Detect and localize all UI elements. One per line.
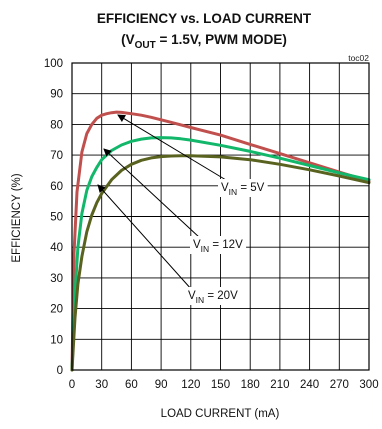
series-label: VIN = 20V [188,290,238,305]
x-tick-label: 270 [330,379,349,391]
y-tick-label: 70 [50,150,63,162]
annotation-arrow [97,184,193,291]
annotation-arrow [103,148,201,239]
x-tick-label: 150 [211,379,230,391]
x-tick-label: 0 [69,379,75,391]
figure-tag: toc02 [348,53,369,63]
x-tick-label: 180 [241,379,260,391]
annotation-background [185,287,242,305]
y-tick-label: 90 [50,89,63,101]
y-tick-label: 20 [50,304,63,316]
annotation-background [218,179,268,197]
y-tick-label: 100 [44,58,63,70]
annotation-background [190,236,247,254]
x-tick-label: 240 [300,379,319,391]
x-tick-labels: 0 30 60 90 120 150 180 210 240 270 300 [69,379,379,391]
x-tick-label: 90 [155,379,168,391]
series-lines [70,110,371,372]
x-tick-label: 120 [181,379,200,391]
y-tick-labels: 0 10 20 30 40 50 60 70 80 90 100 [44,58,63,377]
y-tick-label: 60 [50,181,63,193]
y-tick-label: 40 [50,242,63,254]
y-tick-label: 50 [50,212,63,224]
x-tick-label: 60 [125,379,138,391]
series-label: VIN = 5V [221,182,265,197]
series-line [70,110,371,372]
y-tick-label: 80 [50,119,63,131]
series-label: VIN = 12V [193,239,243,254]
annotation-arrow [117,114,227,181]
y-tick-label: 10 [50,334,63,346]
x-tick-label: 30 [95,379,108,391]
y-axis-label: EFFICIENCY (%) [11,173,23,262]
series-line [70,136,371,372]
x-tick-label: 210 [270,379,289,391]
grid-lines [72,63,369,370]
y-tick-label: 0 [57,365,63,377]
x-axis-label: LOAD CURRENT (mA) [161,408,280,420]
chart-title-line2: (VOUT = 1.5V, PWM MODE) [121,32,287,51]
series-line [70,154,371,372]
x-tick-label: 300 [359,379,378,391]
series-annotations: VIN = 5V VIN = 12V VIN = 20V [97,114,268,305]
chart-title-line1: EFFICIENCY vs. LOAD CURRENT [97,11,312,26]
plot-frame [71,62,370,371]
y-tick-label: 30 [50,273,63,285]
